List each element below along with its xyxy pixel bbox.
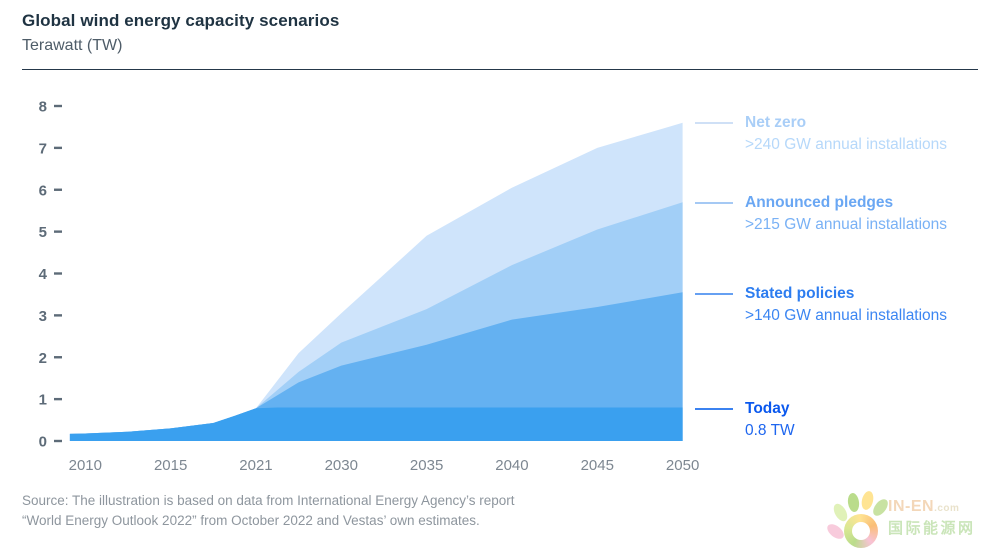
x-axis-tick-label: 2015	[154, 457, 187, 474]
legend-label: Stated policies	[745, 285, 855, 302]
x-axis-tick-label: 2010	[69, 457, 102, 474]
legend-label: Net zero	[745, 114, 807, 131]
source-line-1: Source: The illustration is based on dat…	[22, 493, 515, 508]
source-line-2: “World Energy Outlook 2022” from October…	[22, 513, 480, 528]
y-axis-tick-label: 3	[39, 308, 47, 325]
x-axis-tick-label: 2035	[410, 457, 443, 474]
legend-sublabel: >240 GW annual installations	[745, 136, 948, 153]
legend-dash-stated-policies	[695, 293, 733, 295]
x-axis-tick-label: 2040	[495, 457, 528, 474]
y-axis-tick-label: 5	[39, 224, 47, 241]
legend-sublabel: >140 GW annual installations	[745, 307, 948, 324]
x-axis-tick-label: 2021	[239, 457, 272, 474]
x-axis-tick-label: 2050	[666, 457, 699, 474]
watermark-brand-name: IN-EN	[888, 498, 935, 515]
legend-item-today: Today 0.8 TW	[695, 398, 795, 442]
legend-item-stated-policies: Stated policies >140 GW annual installat…	[695, 283, 947, 327]
ring-icon	[844, 514, 878, 548]
area-today	[69, 407, 683, 441]
legend-sublabel: 0.8 TW	[745, 422, 795, 439]
legend-dash-today	[695, 408, 733, 410]
y-axis-tick-label: 0	[39, 434, 47, 451]
y-axis-tick-label: 4	[39, 266, 48, 283]
legend-item-net-zero: Net zero >240 GW annual installations	[695, 112, 947, 156]
chart-unit-subtitle: Terawatt (TW)	[22, 37, 123, 54]
area-stated-policies	[69, 292, 683, 441]
legend-label: Today	[745, 400, 790, 417]
y-axis-tick-label: 1	[39, 392, 47, 409]
watermark-cn-name: 国际能源网	[888, 520, 976, 537]
y-axis-tick-label: 6	[39, 182, 47, 199]
page-title: Global wind energy capacity scenarios	[22, 11, 340, 30]
x-axis-tick-label: 2045	[581, 457, 614, 474]
watermark-text: IN-EN.com 国际能源网	[888, 498, 976, 538]
watermark-brand-suffix: .com	[934, 503, 960, 514]
y-axis-tick-label: 8	[39, 99, 47, 116]
legend-item-announced-pledges: Announced pledges >215 GW annual install…	[695, 192, 947, 236]
petal-icon	[846, 492, 861, 513]
source-note: Source: The illustration is based on dat…	[22, 491, 515, 531]
y-axis-tick-label: 7	[39, 140, 47, 157]
header-divider	[22, 69, 978, 70]
watermark-brand: IN-EN.com	[888, 498, 976, 516]
watermark-logo: IN-EN.com 国际能源网	[822, 482, 992, 550]
legend-dash-announced-pledges	[695, 202, 733, 204]
flower-icon	[824, 489, 900, 550]
y-axis-tick-label: 2	[39, 350, 47, 367]
legend-dash-net-zero	[695, 122, 733, 124]
legend-sublabel: >215 GW annual installations	[745, 216, 948, 233]
legend-label: Announced pledges	[745, 194, 894, 211]
x-axis-tick-label: 2030	[325, 457, 358, 474]
